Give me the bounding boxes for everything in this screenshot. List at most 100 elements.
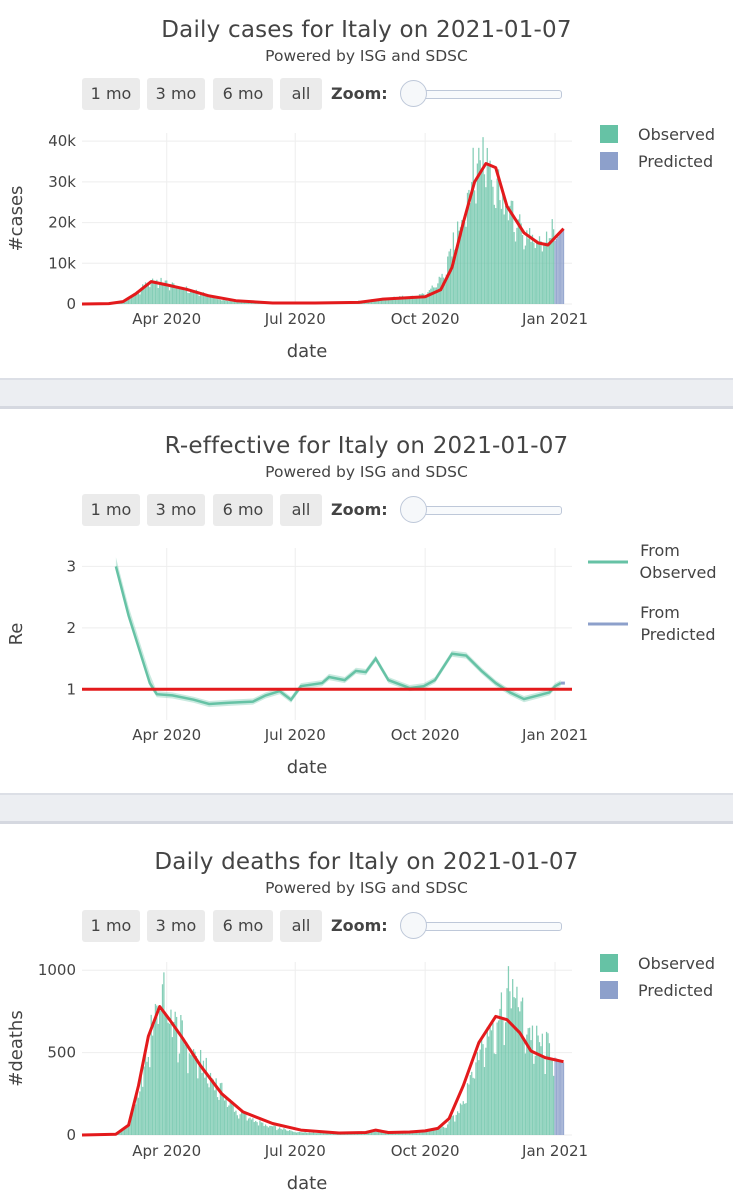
range-button-all[interactable]: all — [280, 910, 322, 942]
x-axis-title: date — [287, 1173, 328, 1194]
cases-panel: Daily cases for Italy on 2021-01-07 Powe… — [0, 0, 733, 380]
observed-bar — [493, 204, 495, 304]
observed-bar — [499, 1008, 501, 1135]
observed-bar — [447, 256, 449, 304]
range-button-3mo[interactable]: 3 mo — [147, 494, 205, 526]
observed-bar — [454, 249, 456, 304]
y-axis-title: #deaths — [6, 1010, 27, 1086]
observed-bar — [194, 292, 196, 304]
range-button-6mo[interactable]: 6 mo — [213, 78, 273, 110]
x-tick-label: Jan 2021 — [521, 1142, 588, 1160]
observed-bar — [136, 290, 138, 304]
observed-bar — [509, 205, 511, 304]
range-button-1mo[interactable]: 1 mo — [82, 494, 140, 526]
observed-bar — [545, 1031, 548, 1135]
observed-bar — [461, 220, 463, 304]
chart-title: Daily cases for Italy on 2021-01-07 — [161, 17, 572, 43]
observed-bar — [238, 1118, 240, 1135]
observed-bar — [496, 178, 498, 304]
observed-bar — [198, 1065, 200, 1135]
observed-bar — [534, 248, 536, 304]
observed-bar — [240, 301, 243, 304]
observed-bar — [482, 137, 484, 304]
observed-bar — [235, 301, 237, 304]
observed-bar — [421, 293, 423, 304]
observed-bar — [495, 208, 497, 304]
range-button-3mo[interactable]: 3 mo — [147, 78, 205, 110]
observed-bar — [434, 287, 436, 304]
observed-bar — [267, 1127, 270, 1135]
observed-bar — [507, 966, 510, 1135]
range-button-3mo[interactable]: 3 mo — [147, 910, 205, 942]
observed-bar — [301, 1132, 303, 1135]
observed-bar — [137, 1097, 140, 1135]
observed-bar — [432, 287, 435, 304]
observed-bar — [390, 297, 392, 304]
zoom-slider-handle[interactable] — [400, 80, 427, 107]
observed-bar — [465, 226, 467, 304]
range-button-6mo[interactable]: 6 mo — [213, 910, 273, 942]
observed-bar — [397, 297, 399, 304]
observed-bar — [156, 1005, 158, 1135]
cases-chart: 0 10k 20k 30k 40k Apr 2020 Jul 2020 Oct 2020 Jan… — [6, 125, 715, 362]
range-button-6mo[interactable]: 6 mo — [213, 494, 273, 526]
observed-bar — [252, 302, 254, 304]
observed-bar — [235, 1110, 237, 1135]
observed-bar — [489, 160, 491, 304]
legend-predicted-label-1: From — [640, 603, 680, 622]
observed-bar — [392, 297, 394, 304]
observed-bar — [192, 1049, 195, 1135]
observed-bar — [120, 1129, 123, 1135]
observed-bar — [184, 1044, 186, 1135]
observed-bar — [411, 1131, 414, 1135]
observed-bar — [173, 283, 175, 304]
observed-bar — [225, 1096, 227, 1135]
zoom-label: Zoom: — [331, 84, 388, 103]
zoom-slider-handle[interactable] — [400, 496, 427, 523]
observed-bar — [132, 1112, 134, 1135]
y-tick-label: 2 — [66, 619, 76, 637]
observed-bar — [438, 1127, 440, 1135]
observed-bar — [375, 300, 377, 304]
observed-bar — [216, 299, 219, 304]
chart-subtitle: Powered by ISG and SDSC — [265, 47, 468, 65]
observed-bar — [187, 292, 189, 304]
range-button-all[interactable]: all — [280, 494, 322, 526]
observed-bar — [517, 1007, 519, 1135]
observed-bar — [448, 251, 450, 304]
y-tick-label: 40k — [48, 132, 76, 150]
observed-bar — [471, 182, 473, 304]
observed-bar — [204, 1077, 206, 1135]
zoom-slider-handle[interactable] — [400, 912, 427, 939]
observed-bar — [146, 285, 148, 304]
observed-bar — [215, 1078, 217, 1135]
predicted-bar — [561, 1061, 563, 1135]
observed-bar — [452, 1115, 455, 1135]
x-tick-label: Jan 2021 — [521, 726, 588, 744]
observed-bar — [407, 297, 409, 304]
observed-bar — [547, 242, 549, 304]
observed-bar — [149, 287, 151, 304]
observed-bar — [541, 251, 543, 304]
range-button-1mo[interactable]: 1 mo — [82, 78, 140, 110]
observed-bar — [218, 1099, 220, 1135]
observed-bar — [168, 1023, 171, 1135]
observed-bar — [520, 1001, 522, 1135]
observed-bar — [154, 280, 157, 304]
observed-bar — [281, 1129, 284, 1135]
observed-bar — [408, 296, 411, 304]
observed-bar — [379, 298, 381, 304]
range-button-all[interactable]: all — [280, 78, 322, 110]
observed-bar — [146, 1061, 148, 1135]
y-tick-label: 3 — [66, 557, 76, 575]
observed-bar — [271, 1126, 274, 1135]
observed-bar — [216, 1097, 219, 1135]
deaths-panel: Daily deaths for Italy on 2021-01-07 Pow… — [0, 832, 733, 1200]
range-button-1mo[interactable]: 1 mo — [82, 910, 140, 942]
x-tick-label: Jul 2020 — [264, 1142, 326, 1160]
observed-bar — [425, 1130, 428, 1135]
observed-bar — [320, 1132, 322, 1135]
observed-bar — [178, 1053, 181, 1135]
observed-bar — [201, 1073, 203, 1135]
observed-bar — [228, 301, 230, 304]
